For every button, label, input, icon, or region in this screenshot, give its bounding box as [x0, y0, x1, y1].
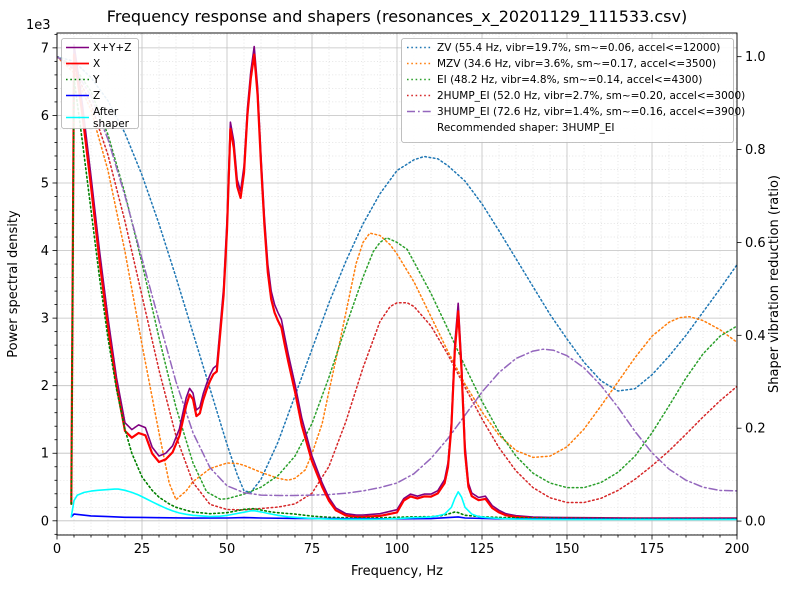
legend-label-x: X: [93, 58, 100, 70]
y-right-tick-label: 0.2: [745, 422, 766, 437]
x-tick-label: 100: [385, 542, 410, 557]
legend-right: ZV (55.4 Hz, vibr=19.7%, sm~=0.06, accel…: [401, 38, 745, 143]
legend-left-box: [61, 38, 139, 129]
x-tick-label: 50: [219, 542, 236, 557]
series-x-line: [70, 53, 737, 521]
legend-label-zv: ZV (55.4 Hz, vibr=19.7%, sm~=0.06, accel…: [437, 42, 720, 54]
legend-label-after-shaper: shaper: [93, 118, 130, 130]
legend-label-ei: EI (48.2 Hz, vibr=4.8%, sm~=0.14, accel<…: [437, 74, 702, 86]
legend-label-3hump-ei: 3HUMP_EI (72.6 Hz, vibr=1.4%, sm~=0.16, …: [437, 106, 745, 118]
y-left-tick-label: 3: [41, 312, 49, 327]
x-tick-label: 0: [53, 542, 61, 557]
y-right-tick-label: 0.6: [745, 236, 766, 251]
legend-label-2hump-ei: 2HUMP_EI (52.0 Hz, vibr=2.7%, sm~=0.20, …: [437, 90, 745, 102]
series-3hump-ei-curve: [57, 55, 737, 497]
y-left-tick-label: 6: [41, 109, 49, 124]
y-axis-offset-label: 1e3: [26, 18, 51, 33]
x-axis-label: Frequency, Hz: [351, 564, 443, 579]
legend-label-z: Z: [93, 90, 100, 102]
legend-label-y: Y: [92, 74, 100, 86]
series-z-line: [70, 513, 737, 521]
legend-label-after-shaper: After: [93, 106, 119, 118]
series-2hump-ei-curve: [57, 55, 737, 511]
series-y-line: [70, 77, 737, 520]
x-tick-label: 25: [134, 542, 151, 557]
x-tick-label: 150: [555, 542, 580, 557]
y-axis-label-right: Shaper vibration reduction (ratio): [767, 175, 782, 393]
x-tick-label: 200: [725, 542, 750, 557]
recommended-shaper-text: Recommended shaper: 3HUMP_EI: [437, 122, 615, 134]
x-tick-label: 75: [304, 542, 321, 557]
legend-label-x-y-z: X+Y+Z: [93, 42, 131, 54]
legend-label-mzv: MZV (34.6 Hz, vibr=3.6%, sm~=0.17, accel…: [437, 58, 716, 70]
y-left-tick-label: 4: [41, 244, 49, 259]
data-series: [57, 43, 737, 521]
chart-title: Frequency response and shapers (resonanc…: [107, 7, 687, 27]
legend-right-box: [401, 38, 734, 143]
y-left-tick-label: 7: [41, 41, 49, 56]
series-x-y-z-line: [70, 43, 737, 519]
y-right-tick-label: 0.8: [745, 143, 766, 158]
x-tick-label: 175: [640, 542, 665, 557]
y-axis-label-left: Power spectral density: [6, 210, 21, 358]
y-left-tick-label: 5: [41, 176, 49, 191]
y-left-tick-label: 1: [41, 447, 49, 462]
y-left-tick-label: 2: [41, 379, 49, 394]
y-right-tick-label: 1.0: [745, 50, 766, 65]
y-right-tick-label: 0.4: [745, 329, 766, 344]
y-left-tick-label: 0: [41, 514, 49, 529]
series-after-shaper-line: [70, 488, 737, 521]
series-mzv-curve: [57, 55, 737, 501]
axes: 0 25 50 75 100 125 150 175 200 0 1 2 3 4 5 6 7 0.0 0.2 0.4 0…: [41, 32, 766, 557]
x-tick-label: 125: [470, 542, 495, 557]
series-zv-curve: [57, 55, 737, 494]
y-right-tick-label: 0.0: [745, 515, 766, 530]
